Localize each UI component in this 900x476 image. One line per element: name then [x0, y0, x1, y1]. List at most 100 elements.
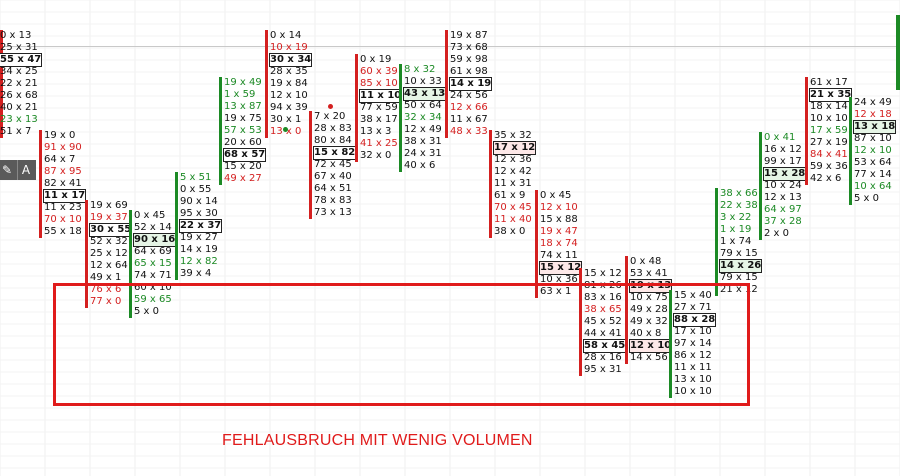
ask-volume: 87	[249, 101, 262, 112]
footprint-cell: 15 x 12	[584, 268, 622, 280]
ask-volume: 19	[835, 137, 848, 148]
footprint-cell: 52 x 14	[134, 222, 172, 234]
separator: x	[686, 338, 700, 349]
footprint-cell: 77 x 14	[854, 169, 892, 181]
ask-volume: 48	[648, 256, 662, 267]
bid-volume: 25	[90, 248, 103, 259]
text-tool-icon[interactable]: A	[17, 160, 34, 180]
ask-volume: 84	[339, 135, 352, 146]
footprint-cell: 15 x 88	[540, 214, 578, 226]
bid-volume: 17	[674, 326, 687, 337]
bid-volume: 79	[720, 272, 733, 283]
separator: x	[866, 169, 880, 180]
ask-volume: 28	[655, 304, 668, 315]
ask-volume: 65	[609, 304, 622, 315]
bid-volume: 64	[314, 183, 327, 194]
ask-volume: 83	[339, 195, 352, 206]
bid-volume: 90	[180, 196, 193, 207]
ask-volume: 10	[699, 374, 712, 385]
bid-volume: 97	[674, 338, 687, 349]
footprint-cell: 94 x 39	[270, 102, 308, 114]
separator: x	[12, 66, 26, 77]
separator: x	[726, 236, 739, 247]
bid-volume: 0	[0, 30, 7, 41]
footprint-cell: 27 x 71	[674, 302, 712, 314]
footprint-cell: 2 x 0	[764, 228, 789, 240]
ask-volume: 14	[159, 222, 172, 233]
bid-volume: 74	[134, 270, 147, 281]
ask-volume: 95	[69, 166, 82, 177]
footprint-cell: 0 x 41	[764, 132, 795, 144]
bid-volume: 0	[764, 132, 771, 143]
ask-volume: 40	[519, 214, 532, 225]
footprint-cell: 70 x 45	[494, 202, 532, 214]
poc-cell: 12 x 10	[628, 339, 673, 353]
footprint-cell: 10 x 24	[764, 180, 802, 192]
separator: x	[146, 246, 160, 257]
horizontal-price-line	[0, 46, 900, 47]
bid-volume: 28	[584, 352, 597, 363]
footprint-cell: 19 x 27	[180, 232, 218, 244]
bearish-bar	[309, 111, 312, 219]
ask-volume: 39	[385, 66, 398, 77]
bid-volume: 77	[90, 296, 103, 307]
separator: x	[506, 226, 520, 237]
footprint-cell: 0 x 45	[540, 190, 571, 202]
footprint-cell: 3 x 22	[720, 212, 751, 224]
bid-volume: 11	[44, 190, 58, 201]
bid-volume: 78	[314, 195, 327, 206]
separator: x	[596, 328, 610, 339]
ask-volume: 83	[339, 123, 352, 134]
separator: x	[416, 76, 430, 87]
footprint-cell: 77 x 0	[90, 296, 121, 308]
right-edge-volume-bar	[896, 15, 900, 90]
bid-volume: 15	[224, 161, 237, 172]
drawing-toolbox[interactable]: ✎ A	[0, 160, 36, 180]
footprint-cell: 91 x 90	[44, 142, 82, 154]
footprint-cell: 53 x 41	[630, 268, 668, 280]
bid-volume: 0	[134, 210, 141, 221]
ask-volume: 31	[519, 178, 532, 189]
ask-volume: 64	[115, 260, 128, 271]
bearish-bar	[579, 268, 582, 376]
bid-volume: 12	[90, 260, 103, 271]
ask-volume: 32	[655, 316, 668, 327]
ask-volume: 10	[879, 145, 892, 156]
ask-volume: 0	[519, 226, 526, 237]
ask-volume: 12	[789, 144, 802, 155]
footprint-cell: 12 x 10	[854, 145, 892, 157]
bid-volume: 13	[270, 126, 283, 137]
footprint-cell: 83 x 16	[584, 292, 622, 304]
poc-cell: 11 x 10	[358, 89, 403, 103]
poc-cell: 30 x 55	[88, 223, 133, 237]
bid-volume: 67	[314, 171, 327, 182]
ask-volume: 1	[565, 286, 572, 297]
bid-volume: 18	[540, 238, 553, 249]
bid-volume: 24	[404, 148, 417, 159]
bid-volume: 27	[674, 302, 687, 313]
ask-volume: 14	[288, 30, 302, 41]
ask-volume: 10	[385, 78, 398, 89]
bid-volume: 28	[270, 66, 283, 77]
bid-volume: 77	[360, 102, 373, 113]
bid-volume: 13	[360, 126, 373, 137]
separator: x	[12, 78, 26, 89]
footprint-cell: 64 x 97	[764, 204, 802, 216]
footprint-cell: 19 x 47	[540, 226, 578, 238]
separator: x	[416, 136, 430, 147]
footprint-cell: 15 x 20	[224, 161, 262, 173]
separator: x	[636, 256, 649, 267]
bid-volume: 10	[404, 76, 417, 87]
pen-icon[interactable]: ✎	[2, 163, 13, 177]
bid-volume: 70	[44, 214, 57, 225]
separator: x	[13, 54, 28, 65]
bid-volume: 15	[584, 268, 597, 279]
bid-volume: 70	[494, 202, 507, 213]
footprint-cell: 12 x 82	[180, 256, 218, 268]
ask-volume: 31	[429, 136, 442, 147]
footprint-cell: 0 x 14	[270, 30, 301, 42]
separator: x	[12, 42, 26, 53]
separator: x	[463, 78, 478, 89]
ask-volume: 84	[295, 78, 308, 89]
bid-volume: 90	[134, 234, 148, 245]
